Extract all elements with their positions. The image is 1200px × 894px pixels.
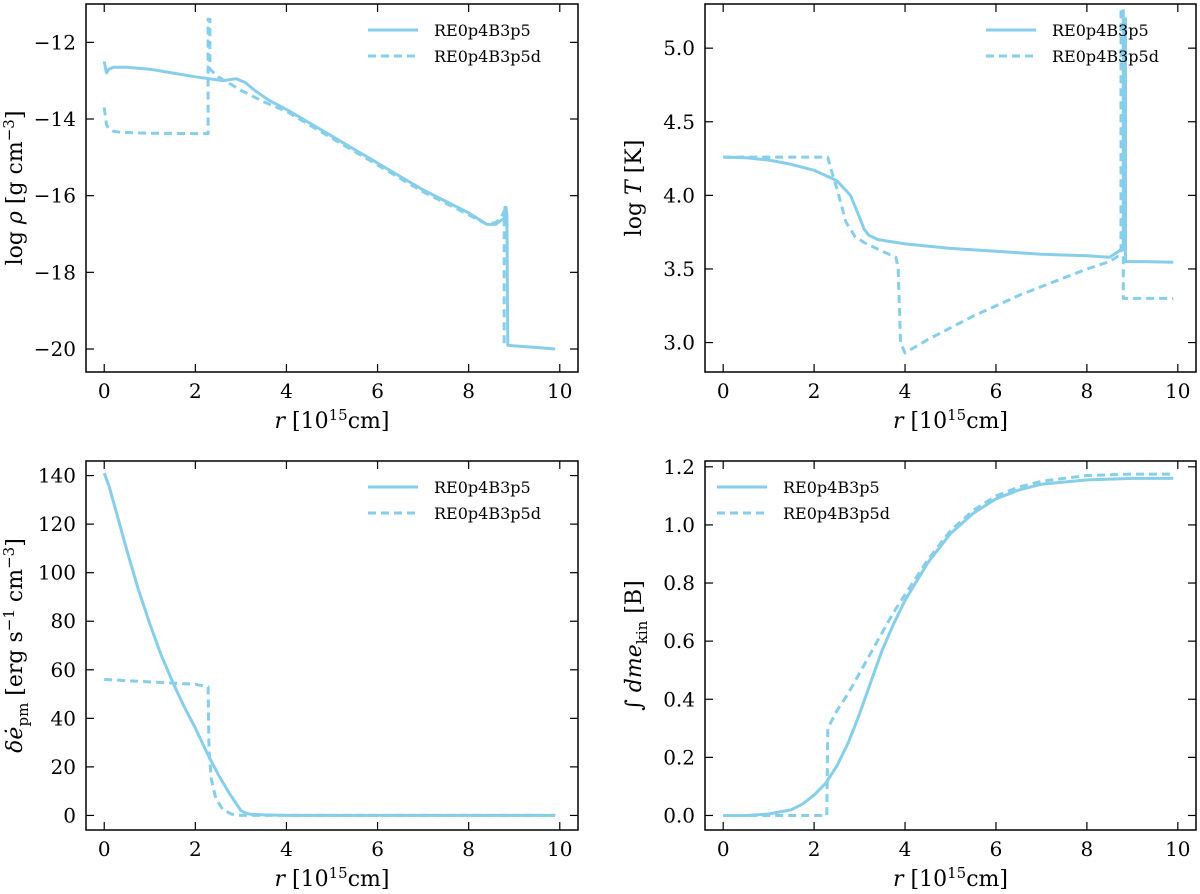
x-tick-label: 4 bbox=[280, 837, 293, 861]
y-tick-label: −12 bbox=[34, 30, 76, 54]
legend-label: RE0p4B3p5 bbox=[434, 478, 531, 497]
panel-top-left: 0 2 4 6 8 10 −20 −18 −16 −14 −12 r [1015cm] log ρ [g… bbox=[0, 3, 579, 434]
y-tick-label: 4.0 bbox=[663, 183, 695, 207]
x-tick-label: 6 bbox=[371, 379, 384, 403]
x-axis-label: r [1015cm] bbox=[275, 406, 390, 434]
series-line-dashed bbox=[102, 17, 506, 347]
legend-label: RE0p4B3p5d bbox=[783, 504, 890, 523]
y-tick-label: −20 bbox=[34, 337, 76, 361]
x-tick-label: 4 bbox=[899, 837, 912, 861]
x-tick-label: 2 bbox=[808, 837, 821, 861]
legend-label: RE0p4B3p5d bbox=[1052, 47, 1159, 66]
x-tick-label: 10 bbox=[1165, 379, 1190, 403]
series-line-dashed bbox=[104, 678, 556, 817]
legend-label: RE0p4B3p5 bbox=[434, 21, 531, 40]
plot-frame bbox=[85, 460, 579, 831]
y-tick-label: −16 bbox=[34, 184, 76, 208]
y-tick-label: 0.8 bbox=[663, 571, 695, 595]
series-line-dashed bbox=[723, 6, 1174, 355]
x-tick-label: 8 bbox=[462, 837, 475, 861]
y-axis-label: log T [K] bbox=[622, 140, 647, 237]
x-tick-label: 0 bbox=[717, 837, 730, 861]
x-tick-label: 2 bbox=[189, 379, 202, 403]
y-axis-label: ∫ dmekin [B] bbox=[622, 580, 651, 710]
y-tick-label: 0.6 bbox=[663, 629, 695, 653]
y-tick-label: 1.2 bbox=[663, 455, 695, 479]
panel-bottom-right: 0 2 4 6 8 10 0.0 0.2 0.4 0.6 0.8 1.0 1.2 r [1015cm] ∫ … bbox=[622, 455, 1197, 892]
y-tick-label: 4.5 bbox=[663, 110, 695, 134]
x-tick-label: 6 bbox=[990, 379, 1003, 403]
legend-label: RE0p4B3p5d bbox=[434, 47, 541, 66]
series-line-solid bbox=[723, 17, 1174, 264]
x-tick-label: 8 bbox=[1081, 379, 1094, 403]
y-tick-label: 1.0 bbox=[663, 513, 695, 537]
legend-label: RE0p4B3p5 bbox=[783, 478, 880, 497]
y-tick-label: 0.0 bbox=[663, 803, 695, 827]
y-tick-label: 5.0 bbox=[663, 36, 695, 60]
x-tick-label: 4 bbox=[899, 379, 912, 403]
y-tick-label: 100 bbox=[38, 561, 76, 585]
x-tick-label: 8 bbox=[1081, 837, 1094, 861]
series-line-solid bbox=[102, 61, 556, 351]
y-tick-label: 120 bbox=[38, 512, 76, 536]
x-tick-label: 2 bbox=[808, 379, 821, 403]
x-axis-label: r [1015cm] bbox=[893, 864, 1008, 892]
y-tick-label: 60 bbox=[51, 658, 76, 682]
y-tick-label: −18 bbox=[34, 260, 76, 284]
x-tick-label: 10 bbox=[547, 837, 572, 861]
x-tick-label: 6 bbox=[371, 837, 384, 861]
y-tick-label: −14 bbox=[34, 107, 76, 131]
y-tick-label: 140 bbox=[38, 464, 76, 488]
legend-label: RE0p4B3p5 bbox=[1052, 21, 1149, 40]
y-tick-label: 40 bbox=[51, 706, 76, 730]
y-tick-label: 3.0 bbox=[663, 331, 695, 355]
x-tick-label: 4 bbox=[280, 379, 293, 403]
panel-top-right: 0 2 4 6 8 10 3.0 3.5 4.0 4.5 5.0 r [1015cm] log T [K… bbox=[622, 3, 1197, 434]
series-line-dashed bbox=[723, 472, 1174, 817]
x-tick-label: 6 bbox=[990, 837, 1003, 861]
y-tick-label: 3.5 bbox=[663, 257, 695, 281]
y-axis-label: log ρ [g cm−3] bbox=[0, 111, 28, 266]
x-tick-label: 0 bbox=[98, 837, 111, 861]
x-axis-label: r [1015cm] bbox=[893, 406, 1008, 434]
y-tick-label: 20 bbox=[51, 755, 76, 779]
x-tick-label: 8 bbox=[462, 379, 475, 403]
x-tick-label: 10 bbox=[547, 379, 572, 403]
y-tick-label: 80 bbox=[51, 609, 76, 633]
y-tick-label: 0.4 bbox=[663, 687, 695, 711]
series-line-solid bbox=[723, 476, 1174, 817]
y-tick-label: 0 bbox=[63, 803, 76, 827]
x-tick-label: 0 bbox=[98, 379, 111, 403]
x-tick-label: 10 bbox=[1165, 837, 1190, 861]
y-tick-label: 0.2 bbox=[663, 745, 695, 769]
plot-frame bbox=[704, 460, 1197, 831]
legend-label: RE0p4B3p5d bbox=[434, 504, 541, 523]
x-axis-label: r [1015cm] bbox=[275, 864, 390, 892]
plot-frame bbox=[704, 3, 1197, 373]
y-axis-label: δėpm [erg s−1 cm−3] bbox=[0, 538, 32, 753]
series-line-solid bbox=[102, 472, 556, 817]
plot-frame bbox=[85, 3, 579, 373]
x-tick-label: 0 bbox=[717, 379, 730, 403]
x-tick-label: 2 bbox=[189, 837, 202, 861]
